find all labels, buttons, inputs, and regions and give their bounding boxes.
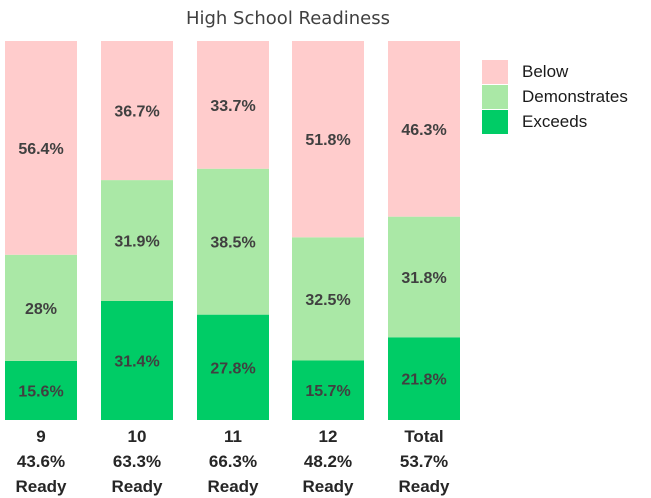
category-label-total-line-1: Total bbox=[404, 427, 443, 446]
bar-exceeds-11 bbox=[197, 314, 269, 420]
data-label-below-total: 46.3% bbox=[401, 122, 446, 139]
bar-demonstrates-11 bbox=[197, 168, 269, 315]
category-label-10-line-2: 63.3% bbox=[113, 452, 161, 471]
data-label-demonstrates-12: 32.5% bbox=[305, 292, 350, 309]
data-label-below-11: 33.7% bbox=[210, 98, 255, 115]
legend-label-demonstrates: Demonstrates bbox=[522, 87, 628, 106]
legend: Below Demonstrates Exceeds bbox=[482, 60, 628, 134]
bar-below-total bbox=[388, 41, 460, 217]
category-label-9-line-1: 9 bbox=[36, 427, 45, 446]
legend-swatch-demonstrates bbox=[482, 85, 508, 109]
data-label-below-9: 56.4% bbox=[18, 141, 63, 158]
category-label-12-line-1: 12 bbox=[319, 427, 338, 446]
legend-swatch-below bbox=[482, 60, 508, 84]
bar-demonstrates-total bbox=[388, 216, 460, 338]
bars-group bbox=[5, 41, 460, 420]
legend-label-exceeds: Exceeds bbox=[522, 112, 587, 131]
bar-demonstrates-10 bbox=[101, 180, 173, 301]
bar-below-11 bbox=[197, 41, 269, 169]
category-label-12-line-2: 48.2% bbox=[304, 452, 352, 471]
category-label-total-line-2: 53.7% bbox=[400, 452, 448, 471]
data-label-below-12: 51.8% bbox=[305, 132, 350, 149]
category-label-12-line-3: Ready bbox=[302, 477, 354, 496]
category-label-11-line-1: 11 bbox=[224, 427, 242, 446]
legend-swatch-exceeds bbox=[482, 110, 508, 134]
category-label-11-line-3: Ready bbox=[207, 477, 259, 496]
data-label-demonstrates-11: 38.5% bbox=[210, 235, 255, 252]
data-label-below-10: 36.7% bbox=[114, 104, 159, 121]
data-label-demonstrates-9: 28% bbox=[25, 301, 57, 318]
segment-labels-group: 15.6% 28% 56.4% 31.4% 31.9% 36.7% 27.8% 38.5% 33… bbox=[18, 98, 446, 401]
category-labels-group: 9 43.6% Ready 10 63.3% Ready 11 66.3% Ready 12 48.… bbox=[15, 427, 450, 496]
data-label-exceeds-12: 15.7% bbox=[305, 383, 350, 400]
bar-exceeds-total bbox=[388, 337, 460, 420]
data-label-exceeds-total: 21.8% bbox=[401, 372, 446, 389]
bar-exceeds-10 bbox=[101, 300, 173, 420]
category-label-total-line-3: Ready bbox=[398, 477, 450, 496]
bar-exceeds-12 bbox=[292, 360, 364, 420]
data-label-exceeds-11: 27.8% bbox=[210, 360, 255, 377]
data-label-demonstrates-total: 31.8% bbox=[401, 270, 446, 287]
bar-below-9 bbox=[5, 41, 77, 255]
legend-label-below: Below bbox=[522, 62, 569, 81]
category-label-9-line-2: 43.6% bbox=[17, 452, 65, 471]
chart-title: High School Readiness bbox=[186, 8, 390, 29]
data-label-exceeds-10: 31.4% bbox=[114, 353, 159, 370]
category-label-9-line-3: Ready bbox=[15, 477, 67, 496]
bar-below-10 bbox=[101, 41, 173, 181]
data-label-exceeds-9: 15.6% bbox=[18, 383, 63, 400]
bar-demonstrates-12 bbox=[292, 237, 364, 361]
bar-below-12 bbox=[292, 41, 364, 238]
bar-demonstrates-9 bbox=[5, 254, 77, 361]
category-label-10-line-3: Ready bbox=[111, 477, 163, 496]
data-label-demonstrates-10: 31.9% bbox=[114, 234, 159, 251]
bar-exceeds-9 bbox=[5, 360, 77, 420]
category-label-11-line-2: 66.3% bbox=[209, 452, 257, 471]
category-label-10-line-1: 10 bbox=[128, 427, 147, 446]
